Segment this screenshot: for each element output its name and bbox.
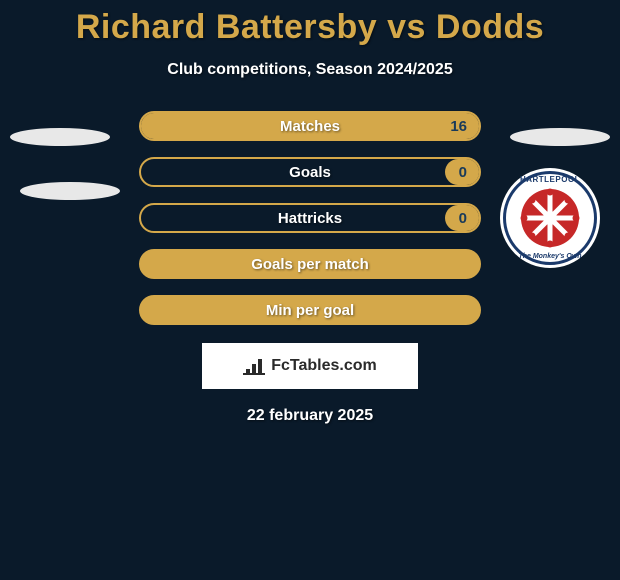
stat-label: Goals per match	[251, 256, 369, 273]
chart-icon	[243, 357, 265, 375]
subtitle: Club competitions, Season 2024/2025	[0, 61, 620, 79]
stat-value-right: 16	[450, 118, 467, 135]
stat-row-min_per_goal: Min per goal	[139, 295, 481, 325]
branding-text: FcTables.com	[271, 357, 377, 375]
badge-bottom-text: The Monkey's Own	[506, 253, 594, 260]
stat-label: Matches	[280, 118, 340, 135]
branding-box: FcTables.com	[202, 343, 418, 389]
snapshot-date: 22 february 2025	[0, 407, 620, 425]
stat-row-goals_per_match: Goals per match	[139, 249, 481, 279]
stat-value-right: 0	[459, 210, 467, 227]
stat-label: Hattricks	[278, 210, 342, 227]
badge-top-text: HARTLEPOOL	[506, 175, 594, 184]
stat-label: Min per goal	[266, 302, 354, 319]
stat-label: Goals	[289, 164, 331, 181]
stat-row-matches: Matches 16	[139, 111, 481, 141]
stat-row-hattricks: Hattricks 0	[139, 203, 481, 233]
stat-value-right: 0	[459, 164, 467, 181]
badge-ring: HARTLEPOOL The Monkey's Own	[503, 171, 597, 265]
stat-row-goals: Goals 0	[139, 157, 481, 187]
left-placeholder-1	[10, 128, 110, 146]
right-placeholder-1	[510, 128, 610, 146]
club-badge-right: HARTLEPOOL The Monkey's Own	[500, 168, 600, 268]
left-placeholder-2	[20, 182, 120, 200]
page-title: Richard Battersby vs Dodds	[0, 0, 620, 47]
badge-wheel-icon	[521, 189, 579, 247]
